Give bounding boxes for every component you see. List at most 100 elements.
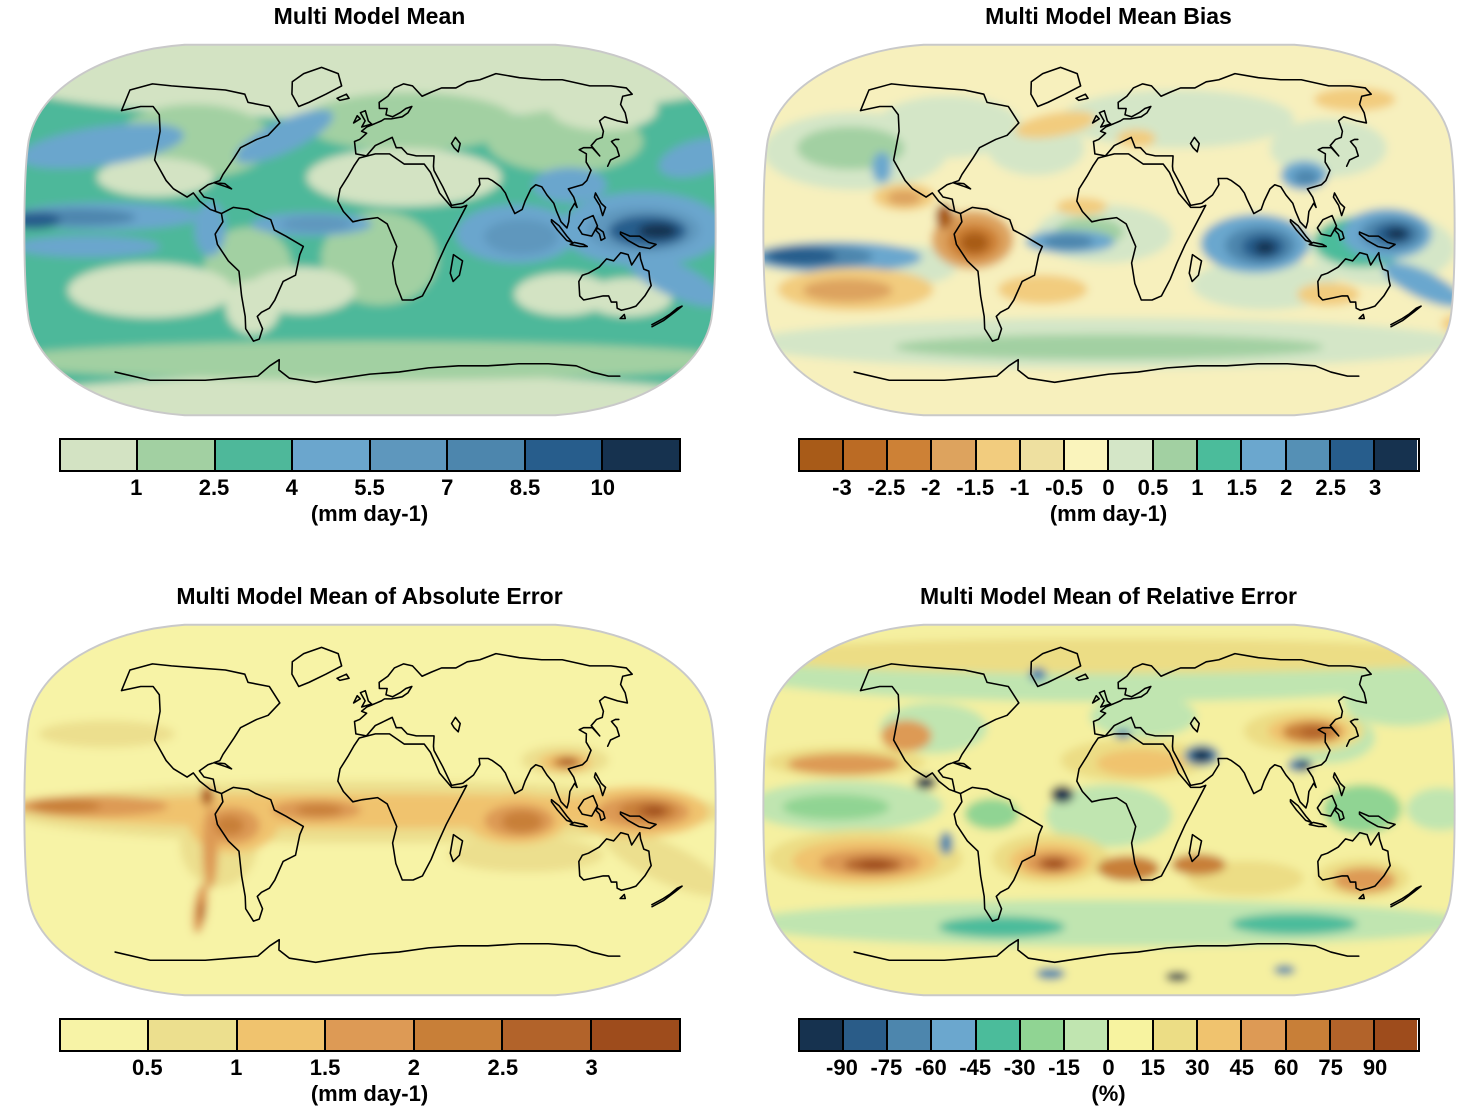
colorbar-unit-label: (mm day-1) (1049, 501, 1168, 526)
colorbar-segment (138, 440, 216, 470)
colorbar-tick-label: 75 (1318, 1055, 1343, 1080)
colorbar-segment (525, 440, 603, 470)
colorbar-tick-label: 2.5 (198, 475, 230, 500)
colorbar-tick-label: 1 (130, 475, 143, 500)
colorbar-segment (976, 1020, 1021, 1050)
colorbar-swatches (58, 1018, 681, 1052)
colorbar-tick-label: 1 (230, 1055, 243, 1080)
panel-multi-model-mean-bias: Multi Model Mean Bias -3 -2.5 -2 -1.5 -1 -0.5… (739, 0, 1478, 556)
colorbar-unit-label: (mm day-1) (310, 1081, 429, 1106)
colorbar-segment (293, 440, 371, 470)
colorbar-tick-label: 2 (1280, 475, 1293, 500)
world-map (22, 43, 717, 417)
colorbar-segment (799, 440, 844, 470)
colorbar-ticks: -3 -2.5 -2 -1.5 -1 -0.5 0 0.5 1 1.5 2 2.5 3 (798, 472, 1420, 502)
colorbar-segment (932, 440, 977, 470)
colorbar-tick-label: -30 (1003, 1055, 1036, 1080)
panel-multi-model-mean-absolute-error: Multi Model Mean of Absolute Error 0.5 1 1… (0, 556, 739, 1113)
panel-multi-model-mean: Multi Model Mean 1 2.5 4 5.5 7 8.5 10 (mm day-… (0, 0, 739, 556)
colorbar-tick-label: -90 (826, 1055, 858, 1080)
world-map (22, 623, 717, 997)
colorbar-tick-label: -0.5 (1045, 475, 1084, 500)
colorbar-tick-label: 0.5 (1137, 475, 1169, 500)
colorbar-segment (1286, 1020, 1331, 1050)
colorbar-tick-label: 0.5 (132, 1055, 163, 1080)
colorbar-ticks: 1 2.5 4 5.5 7 8.5 10 (59, 472, 681, 502)
colorbar-segment (1020, 1020, 1066, 1050)
colorbar-tick-label: 5.5 (354, 475, 385, 500)
colorbar-segment (149, 1020, 238, 1050)
colorbar-tick-label: 1 (1191, 475, 1204, 500)
colorbar-unit-label: (%) (1091, 1081, 1126, 1106)
colorbar-tick-label: -3 (832, 475, 852, 500)
colorbar-segment (1375, 440, 1418, 470)
colorbar-segment (1198, 440, 1243, 470)
colorbar-tick-label: 2.5 (487, 1055, 519, 1080)
colorbar-tick-label: -1.5 (956, 475, 995, 500)
colorbar-tick-label: -1 (1009, 475, 1030, 500)
map-title: Multi Model Mean (273, 3, 466, 29)
map-title: Multi Model Mean of Relative Error (920, 583, 1297, 609)
colorbar: 1 2.5 4 5.5 7 8.5 10 (mm day-1) (58, 438, 681, 527)
colorbar-tick-label: 90 (1362, 1055, 1388, 1080)
colorbar-segment (1020, 440, 1066, 470)
colorbar-swatches (797, 438, 1420, 472)
colorbar-tick-label: 2.5 (1315, 475, 1346, 500)
colorbar-segment (1065, 1020, 1110, 1050)
colorbar-tick-label: 1.5 (309, 1055, 341, 1080)
colorbar-tick-label: -2 (921, 475, 941, 500)
colorbar-ticks: -90 -75 -60 -45 -30 -15 0 15 30 45 60 75 90 (798, 1052, 1420, 1082)
colorbar-swatches (58, 438, 681, 472)
map-multi-model-mean (19, 34, 721, 426)
colorbar-ticks: 0.5 1 1.5 2 2.5 3 (59, 1052, 681, 1082)
colorbar-segment (1242, 440, 1287, 470)
colorbar-segment (888, 1020, 933, 1050)
colorbar-segment (603, 440, 679, 470)
colorbar-swatches (797, 1018, 1420, 1052)
colorbar-unit-label: (mm day-1) (310, 501, 429, 526)
colorbar-segment (215, 440, 293, 470)
world-map (761, 43, 1456, 417)
map-title: Multi Model Mean Bias (985, 3, 1232, 29)
colorbar-segment (799, 1020, 844, 1050)
colorbar-segment (591, 1020, 679, 1050)
colorbar-segment (370, 440, 448, 470)
colorbar-tick-label: 7 (441, 475, 454, 500)
colorbar-segment (1286, 440, 1331, 470)
colorbar: 0.5 1 1.5 2 2.5 3 (mm day-1) (58, 1018, 681, 1107)
colorbar-segment (448, 440, 526, 470)
colorbar-segment (326, 1020, 415, 1050)
colorbar-segment (1109, 1020, 1154, 1050)
colorbar-segment (932, 1020, 977, 1050)
colorbar-tick-label: 1.5 (1226, 475, 1258, 500)
colorbar-segment (60, 1020, 150, 1050)
colorbar-tick-label: 30 (1185, 1055, 1210, 1080)
colorbar-tick-label: 0 (1102, 1055, 1115, 1080)
colorbar-tick-label: 0 (1102, 475, 1115, 500)
map-multi-model-mean-relative-error (758, 614, 1460, 1006)
world-map (761, 623, 1456, 997)
colorbar-segment (414, 1020, 504, 1050)
colorbar-segment (237, 1020, 327, 1050)
colorbar-tick-label: 4 (285, 475, 298, 500)
colorbar-tick-label: 3 (1368, 475, 1382, 500)
colorbar-tick-label: 45 (1229, 1055, 1255, 1080)
colorbar-segment (1065, 440, 1110, 470)
map-multi-model-mean-absolute-error (19, 614, 721, 1006)
colorbar-tick-label: -2.5 (867, 475, 906, 500)
colorbar-tick-label: 3 (585, 1055, 598, 1080)
colorbar-segment (843, 440, 889, 470)
colorbar: -90 -75 -60 -45 -30 -15 0 15 30 45 60 75 90 (%) (797, 1018, 1420, 1107)
colorbar-tick-label: 15 (1140, 1055, 1166, 1080)
colorbar-segment (976, 440, 1021, 470)
colorbar-segment (1198, 1020, 1243, 1050)
colorbar-tick-label: -75 (870, 1055, 903, 1080)
colorbar-segment (888, 440, 933, 470)
colorbar-segment (1109, 440, 1154, 470)
colorbar-tick-label: -15 (1048, 1055, 1080, 1080)
panel-multi-model-mean-relative-error: Multi Model Mean of Relative Error -90 -7… (739, 556, 1478, 1113)
colorbar-tick-label: 10 (590, 475, 615, 500)
colorbar-segment (1375, 1020, 1418, 1050)
colorbar-tick-label: 2 (407, 1055, 421, 1080)
